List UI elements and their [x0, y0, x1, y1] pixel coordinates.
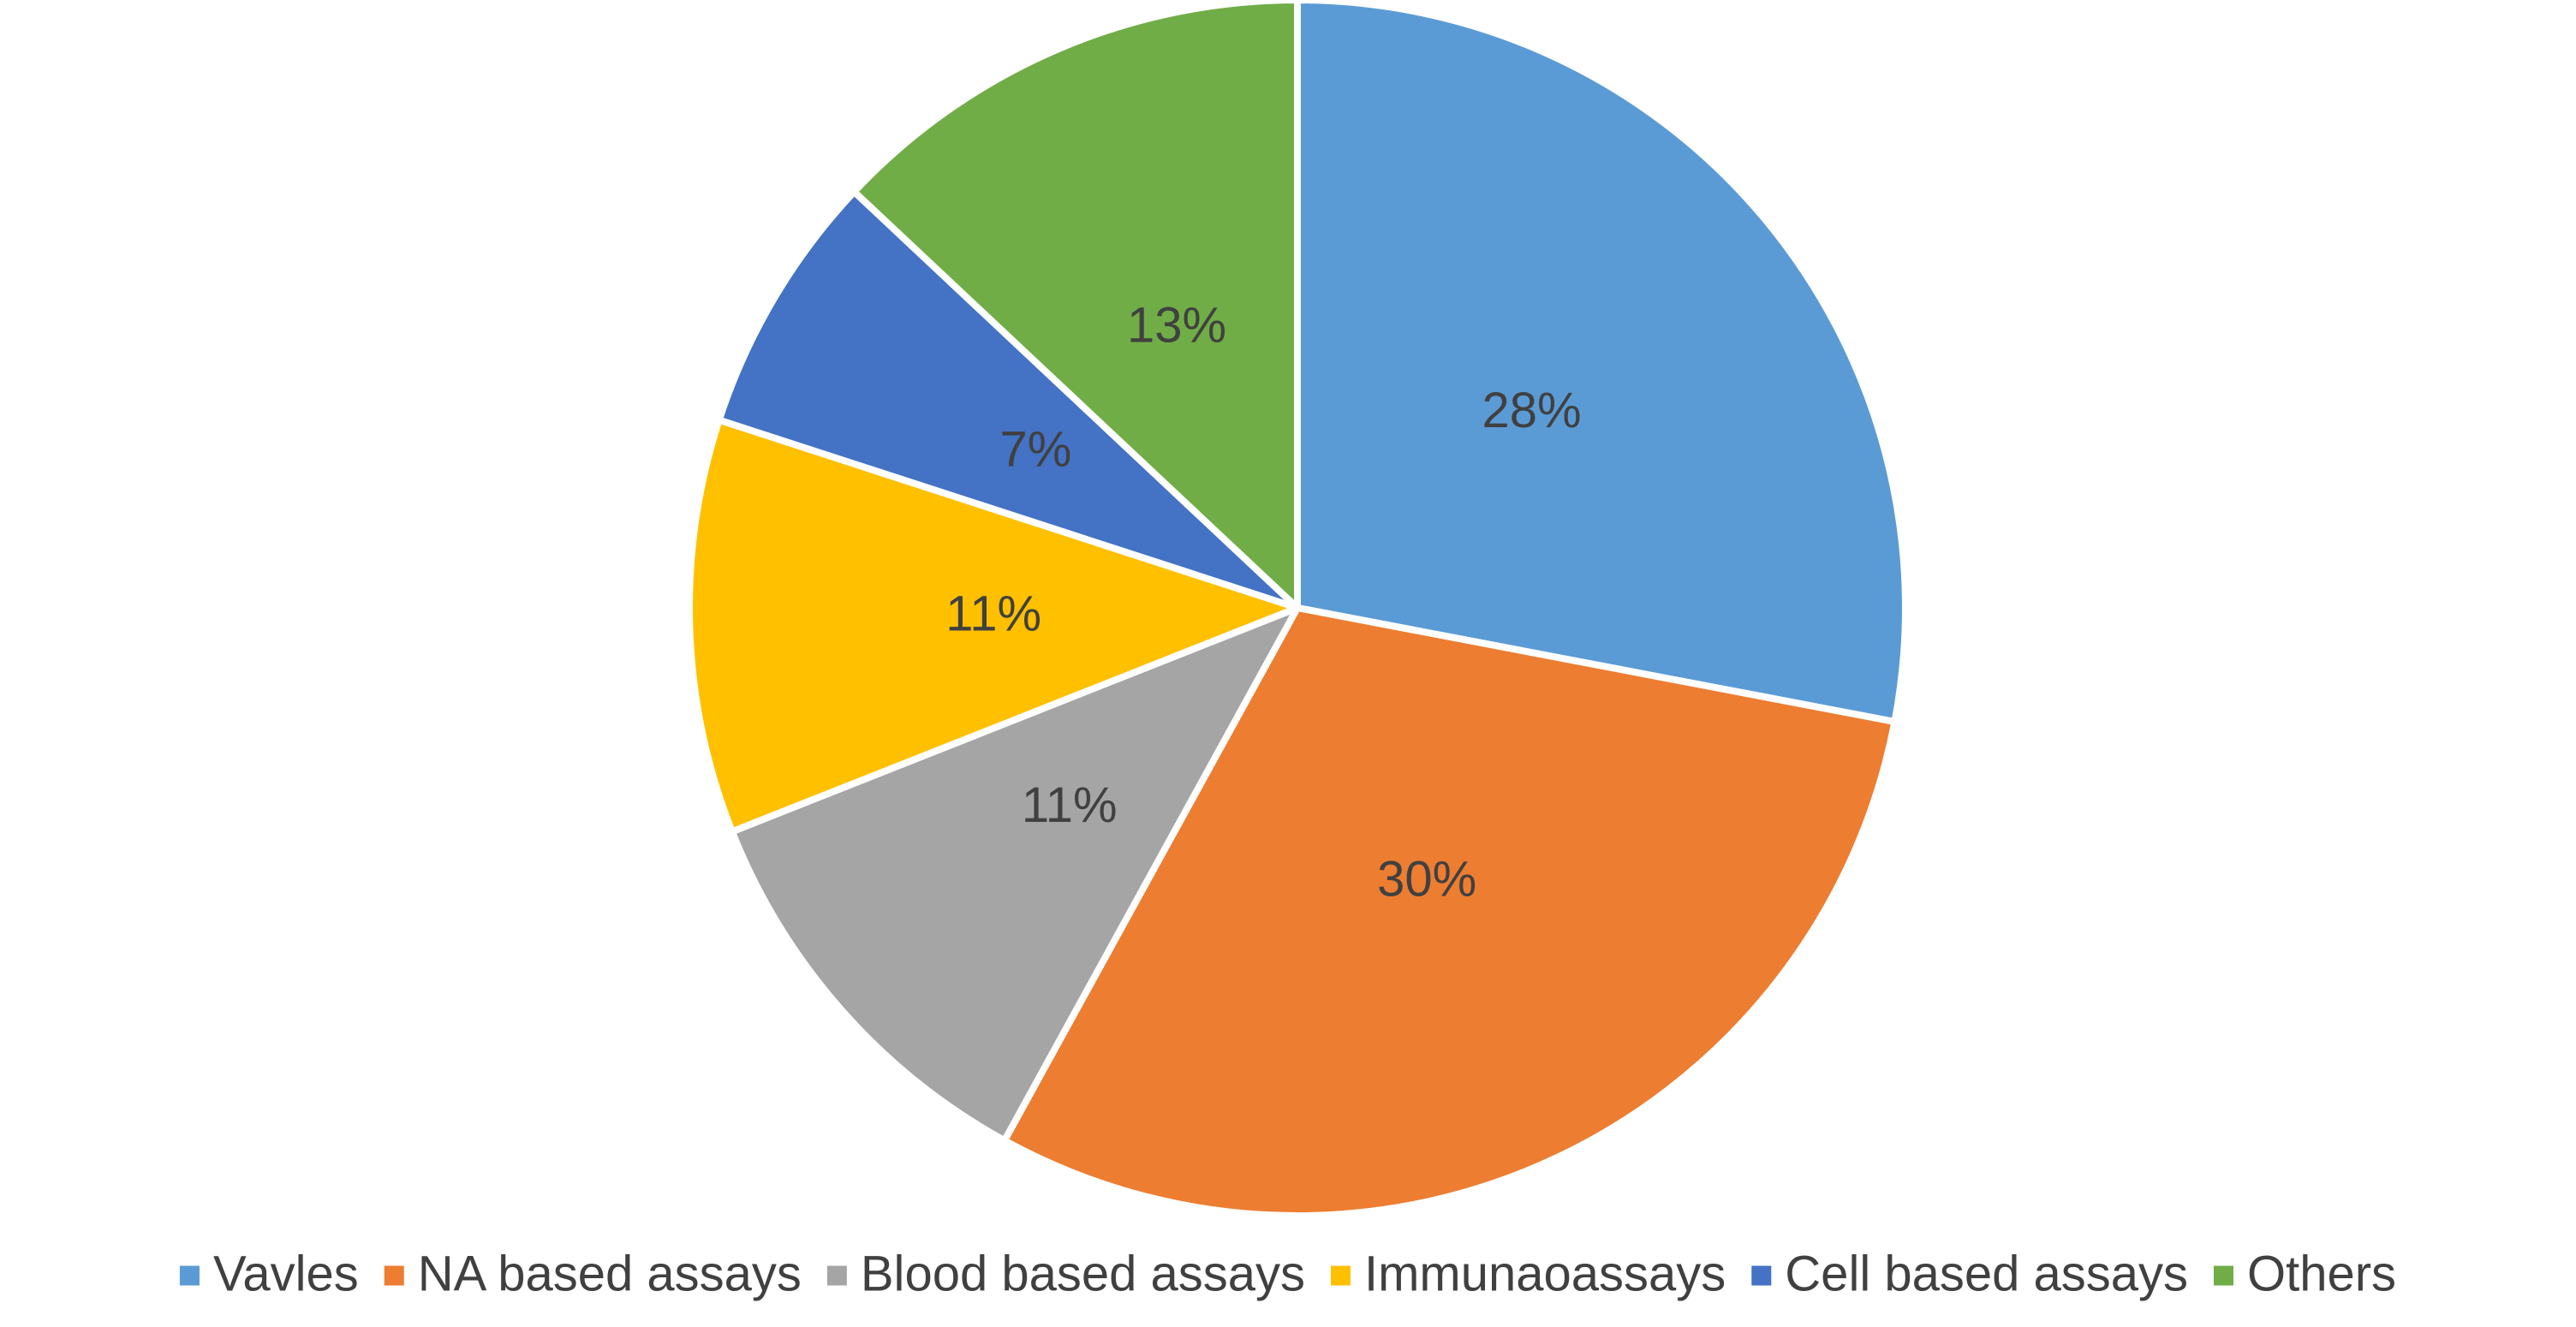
slice-label: 28% [1482, 383, 1581, 438]
legend-text: NA based assays [418, 1246, 802, 1301]
pie-slice [728, 604, 1301, 1145]
slice-label: 11% [1022, 777, 1118, 833]
legend-swatch [2213, 1265, 2233, 1286]
pie-slice [850, 0, 1301, 611]
legend-text: Immunaoassays [1364, 1246, 1726, 1301]
legend-text: Others [2247, 1246, 2396, 1301]
slice-label: 11% [945, 586, 1041, 641]
legend-text: Vavles [213, 1246, 359, 1301]
legend-swatch [1751, 1265, 1772, 1286]
slice-label: 7% [1000, 422, 1072, 478]
pie-slice [715, 187, 1301, 611]
pie-slice [1294, 0, 1909, 726]
pie-slice [1000, 604, 1899, 1219]
pie [686, 0, 1909, 1219]
legend-swatch [384, 1265, 404, 1286]
legend-text: Blood based assays [861, 1246, 1305, 1301]
legend-text: Cell based assays [1785, 1246, 2188, 1301]
slice-labels: 28% 30% 11% 11% 7% 13% [945, 298, 1581, 907]
legend: Vavles NA based assays Blood based assays I… [179, 1246, 2396, 1301]
slice-label: 30% [1377, 852, 1476, 907]
legend-swatch [179, 1265, 200, 1286]
legend-swatch [1331, 1265, 1351, 1286]
slice-label: 13% [1127, 298, 1226, 354]
pie-slice [686, 416, 1301, 836]
legend-swatch [826, 1265, 847, 1286]
